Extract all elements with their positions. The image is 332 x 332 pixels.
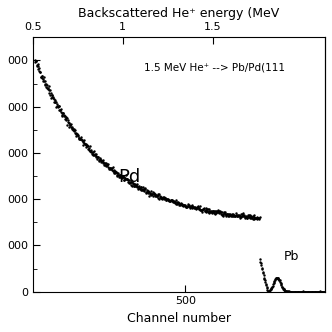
X-axis label: Backscattered He⁺ energy (MeV: Backscattered He⁺ energy (MeV xyxy=(78,7,280,20)
Text: Pd: Pd xyxy=(118,168,140,186)
X-axis label: Channel number: Channel number xyxy=(127,312,231,325)
Text: Pb: Pb xyxy=(284,250,299,263)
Text: 1.5 MeV He⁺ --> Pb/Pd(111: 1.5 MeV He⁺ --> Pb/Pd(111 xyxy=(144,63,285,73)
